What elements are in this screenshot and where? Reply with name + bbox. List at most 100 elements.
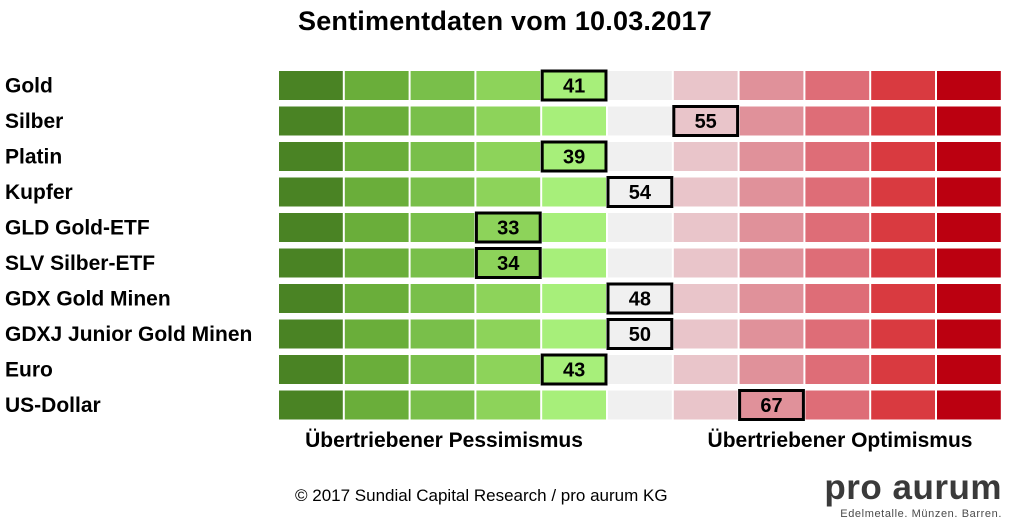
scale-segment [805, 142, 870, 171]
scale-segment [542, 284, 606, 313]
scale-segment [673, 355, 738, 384]
scale-segment [673, 142, 738, 171]
scale-segment [279, 177, 343, 207]
scale-segment [279, 213, 343, 242]
scale-segment [608, 355, 672, 384]
scale-segment [476, 142, 541, 171]
row-label: GDXJ Junior Gold Minen [5, 323, 252, 346]
scale-segment [410, 213, 475, 242]
scale-segment [805, 390, 870, 420]
value-label: 50 [629, 324, 651, 346]
scale-segment [871, 142, 935, 171]
scale-segment [410, 71, 475, 100]
value-label: 43 [563, 360, 585, 382]
scale-segment [608, 390, 672, 420]
scale-segment [871, 284, 935, 313]
scale-segment [871, 71, 935, 100]
scale-segment [608, 248, 672, 278]
scale-segment [344, 284, 409, 313]
scale-segment [805, 248, 870, 278]
value-marker [606, 176, 674, 208]
scale-segment [344, 71, 409, 100]
scale-segment [937, 355, 1001, 384]
scale-segment [937, 248, 1001, 278]
scale-segment [673, 248, 738, 278]
scale-segment [542, 106, 606, 136]
scale-segment [871, 213, 935, 242]
scale-segment [344, 142, 409, 171]
scale-segment [805, 177, 870, 207]
scale-segment [739, 142, 804, 171]
scale-segment [673, 390, 738, 420]
scale-segment [805, 284, 870, 313]
scale-segment [344, 248, 409, 278]
value-marker [540, 353, 608, 386]
scale-segment [608, 213, 672, 242]
scale-segment [805, 106, 870, 136]
scale-segment [673, 177, 738, 207]
scale-segment [279, 390, 343, 420]
scale-segment [476, 71, 541, 100]
scale-segment [673, 284, 738, 313]
value-marker [672, 105, 740, 137]
scale-segment [410, 106, 475, 136]
scale-segment [739, 177, 804, 207]
row-label: SLV Silber-ETF [5, 252, 155, 275]
scale-segment [871, 177, 935, 207]
scale-segment [805, 355, 870, 384]
scale-segment [344, 319, 409, 349]
scale-segment [871, 390, 935, 420]
row-label: Kupfer [5, 181, 73, 204]
row-label: GLD Gold-ETF [5, 217, 150, 240]
scale-segment [476, 390, 541, 420]
scale-segment [410, 390, 475, 420]
scale-segment [937, 106, 1001, 136]
scale-segment [673, 319, 738, 349]
scale-segment [871, 248, 935, 278]
scale-segment [476, 177, 541, 207]
scale-segment [279, 355, 343, 384]
scale-segment [805, 71, 870, 100]
scale-segment [608, 142, 672, 171]
value-label: 67 [760, 395, 782, 417]
value-label: 55 [695, 111, 717, 133]
value-marker [606, 282, 674, 315]
value-label: 34 [497, 253, 520, 275]
value-label: 54 [629, 182, 652, 204]
scale-segment [673, 213, 738, 242]
scale-segment [476, 106, 541, 136]
scale-segment [937, 177, 1001, 207]
scale-segment [739, 248, 804, 278]
row-label: Euro [5, 359, 53, 382]
scale-segment [542, 248, 606, 278]
value-marker [606, 318, 674, 350]
scale-segment [542, 177, 606, 207]
scale-segment [344, 390, 409, 420]
scale-segment [739, 355, 804, 384]
scale-segment [410, 142, 475, 171]
scale-segment [344, 355, 409, 384]
brand-name: pro aurum [824, 468, 1002, 507]
scale-segment [542, 319, 606, 349]
scale-segment [937, 142, 1001, 171]
scale-segment [739, 213, 804, 242]
value-label: 41 [563, 76, 585, 98]
value-marker [540, 69, 608, 102]
scale-segment [410, 248, 475, 278]
scale-segment [937, 284, 1001, 313]
scale-segment [410, 177, 475, 207]
pessimism-label: Übertriebener Pessimismus [305, 429, 583, 452]
scale-segment [279, 248, 343, 278]
scale-segment [410, 284, 475, 313]
scale-segment [279, 319, 343, 349]
row-label: Silber [5, 110, 63, 133]
scale-segment [937, 319, 1001, 349]
scale-segment [279, 106, 343, 136]
value-marker [738, 389, 805, 421]
scale-segment [542, 213, 606, 242]
scale-segment [739, 319, 804, 349]
value-marker [540, 140, 608, 173]
scale-segment [805, 213, 870, 242]
row-label: Gold [5, 75, 53, 98]
